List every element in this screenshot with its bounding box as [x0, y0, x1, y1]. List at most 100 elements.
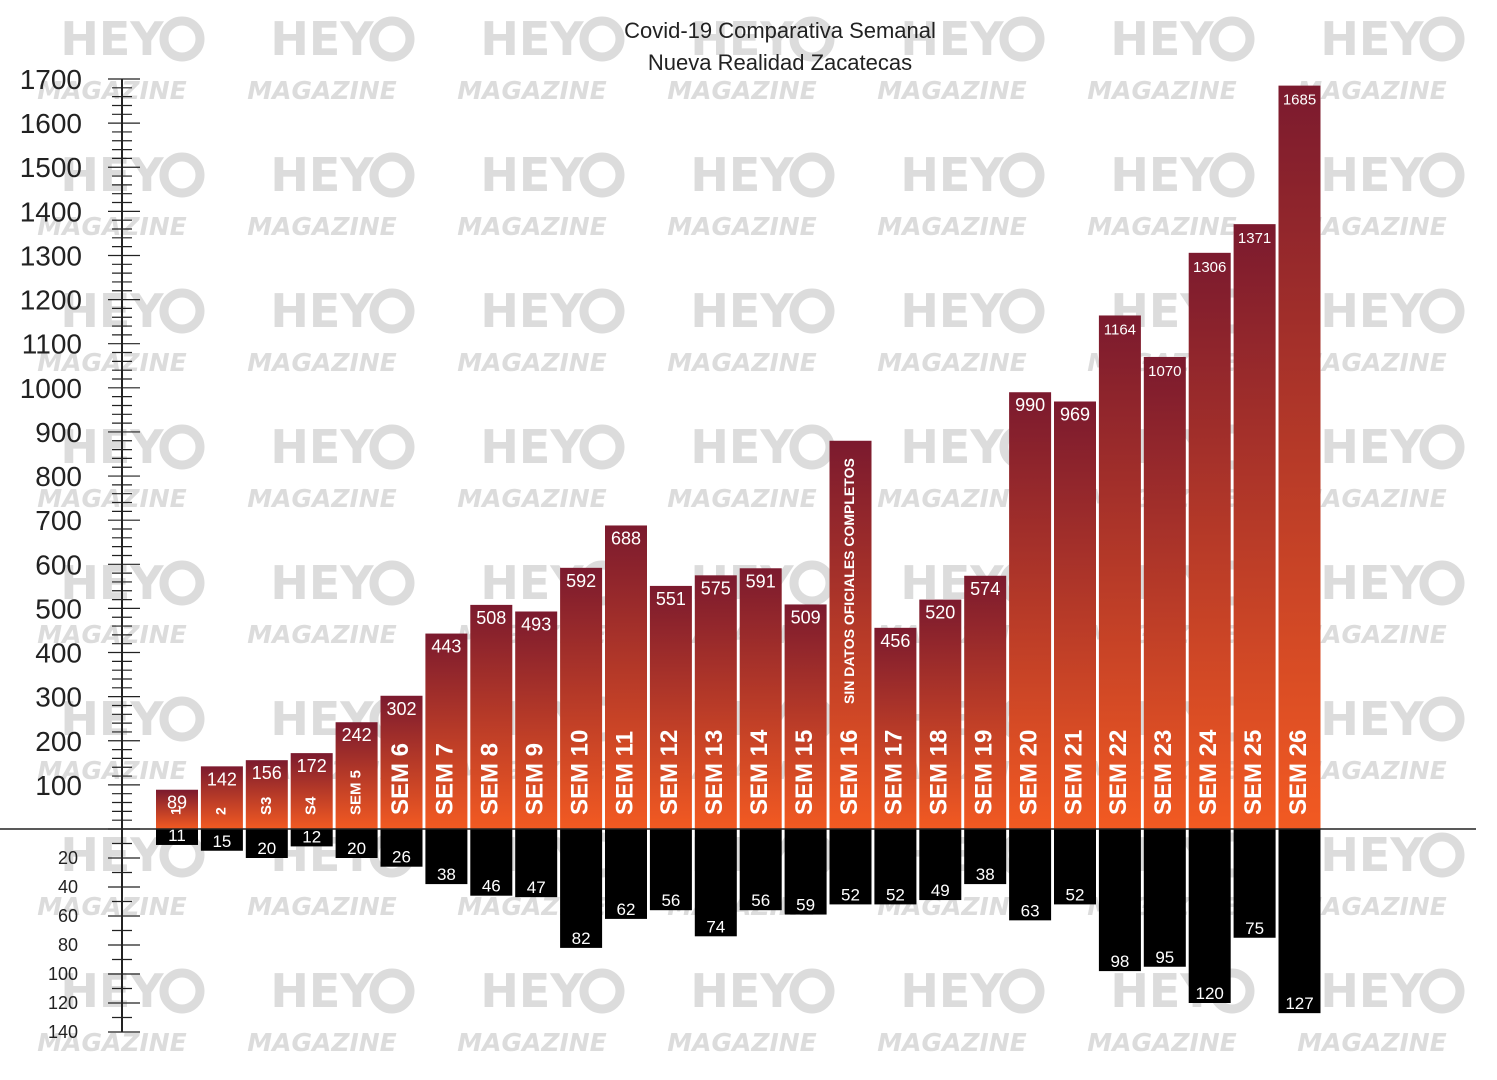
watermark-magazine-text: MAGAZINE — [1297, 348, 1447, 377]
bar-category-label: SEM 8 — [477, 743, 504, 815]
bar-negative-value-label: 26 — [392, 848, 411, 867]
bar-category-label: SEM 24 — [1195, 729, 1222, 815]
watermark-bubble-icon — [369, 424, 415, 470]
bar-value-label: 591 — [746, 571, 776, 591]
bar-category-label: SEM 25 — [1240, 730, 1267, 815]
bar-value-label: 688 — [611, 528, 641, 548]
bar-value-label: 551 — [656, 589, 686, 609]
watermark-bubble-icon — [579, 152, 625, 198]
bar-negative-value-label: 98 — [1110, 952, 1129, 971]
bar-value-label: 172 — [297, 756, 327, 776]
bar-negative-value-label: 38 — [976, 865, 995, 884]
bar-negative-value-label: 38 — [437, 865, 456, 884]
watermark-magazine-text: MAGAZINE — [877, 76, 1027, 105]
watermark-bubble-icon — [1419, 16, 1465, 62]
bar-positive — [784, 604, 827, 829]
bar-negative-value-label: 52 — [1066, 885, 1085, 904]
bar-category-label: SEM 9 — [522, 743, 549, 815]
bar-positive — [919, 599, 962, 829]
watermark-bubble-icon — [789, 288, 835, 334]
bar-negative-value-label: 74 — [706, 917, 725, 936]
bar-positive — [1098, 315, 1141, 829]
y-axis-tick-label: 700 — [35, 505, 82, 536]
bar-positive — [425, 633, 468, 829]
bar-value-label: 574 — [970, 579, 1000, 599]
bar-negative — [874, 829, 917, 905]
bar-value-label: 520 — [925, 603, 955, 623]
watermark-magazine-text: MAGAZINE — [877, 212, 1027, 241]
bar-category-label: SEM 18 — [926, 730, 953, 815]
watermark-magazine-text: MAGAZINE — [1297, 892, 1447, 921]
bar-negative — [1009, 829, 1052, 921]
watermark-magazine-text: MAGAZINE — [37, 1028, 187, 1057]
bar-category-label: SEM 21 — [1060, 730, 1087, 815]
bar-negative-value-label: 52 — [886, 885, 905, 904]
y-axis-tick-label: 1200 — [20, 285, 82, 316]
y-axis-tick-label: 1600 — [20, 108, 82, 139]
bar-negative-value-label: 15 — [212, 832, 231, 851]
watermark-bubble-icon — [369, 560, 415, 606]
watermark-magazine-text: MAGAZINE — [1297, 484, 1447, 513]
watermark-magazine-text: MAGAZINE — [457, 348, 607, 377]
y-axis-tick-label: 500 — [35, 593, 82, 624]
bar-positive — [694, 575, 737, 829]
watermark-hey-text: HEY — [1320, 12, 1424, 66]
watermark-hey-text: HEY — [690, 148, 794, 202]
bar-value-label: 156 — [252, 763, 282, 783]
watermark-bubble-icon — [1419, 152, 1465, 198]
bar-negative — [1098, 829, 1141, 972]
watermark-bubble-icon — [999, 152, 1045, 198]
bar-negative-value-label: 63 — [1021, 901, 1040, 920]
bar-positive — [605, 525, 647, 829]
bar-category-label: SEM 26 — [1285, 730, 1312, 815]
watermark-magazine-text: MAGAZINE — [247, 620, 397, 649]
bar-value-label: 493 — [521, 615, 551, 635]
bar-negative-value-label: 47 — [527, 878, 546, 897]
watermark-hey-text: HEY — [900, 12, 1004, 66]
bar-value-label: 508 — [476, 608, 506, 628]
chart-title-line1: Covid-19 Comparativa Semanal — [624, 18, 936, 43]
watermark-bubble-icon — [579, 16, 625, 62]
bar-positive — [245, 760, 288, 829]
watermark-hey-text: HEY — [270, 284, 374, 338]
watermark-bubble-icon — [369, 152, 415, 198]
watermark-magazine-text: MAGAZINE — [667, 1028, 817, 1057]
watermark-magazine-text: MAGAZINE — [1297, 1028, 1447, 1057]
watermark-hey-text: HEY — [270, 420, 374, 474]
watermark-hey-text: HEY — [1320, 284, 1424, 338]
bar-negative-value-label: 49 — [931, 881, 950, 900]
watermark-magazine-text: MAGAZINE — [247, 76, 397, 105]
watermark-magazine-text: MAGAZINE — [37, 484, 187, 513]
bar-negative — [739, 829, 782, 911]
watermark-magazine-text: MAGAZINE — [37, 76, 187, 105]
watermark-hey-text: HEY — [60, 284, 164, 338]
watermark-bubble-icon — [369, 288, 415, 334]
y-axis-tick-label: 1700 — [20, 64, 82, 95]
watermark-hey-text: HEY — [900, 284, 1004, 338]
watermark-bubble-icon — [1419, 832, 1465, 878]
y-axis-tick-label: 800 — [35, 461, 82, 492]
y-axis-tick-label-negative: 80 — [58, 935, 78, 955]
y-axis-tick-label: 600 — [35, 549, 82, 580]
watermark-bubble-icon — [579, 968, 625, 1014]
watermark-magazine-text: MAGAZINE — [457, 212, 607, 241]
bar-category-label: SEM 11 — [611, 731, 638, 815]
y-axis-tick-label-negative: 140 — [48, 1022, 78, 1042]
y-axis-tick-label-negative: 20 — [58, 848, 78, 868]
watermark-magazine-text: MAGAZINE — [457, 484, 607, 513]
watermark-magazine-text: MAGAZINE — [667, 348, 817, 377]
bar-positive — [380, 695, 423, 829]
bar-category-label: SEM 13 — [701, 730, 728, 815]
bar-negative-value-label: 59 — [796, 896, 815, 915]
watermark-magazine-text: MAGAZINE — [247, 212, 397, 241]
bar-negative — [784, 829, 827, 915]
y-axis-tick-label-negative: 100 — [48, 964, 78, 984]
watermark-magazine-text: MAGAZINE — [457, 1028, 607, 1057]
bar-category-label: SEM 10 — [566, 730, 593, 815]
watermark-hey-text: HEY — [1320, 420, 1424, 474]
bar-negative — [919, 829, 962, 901]
bar-positive — [1188, 252, 1231, 829]
